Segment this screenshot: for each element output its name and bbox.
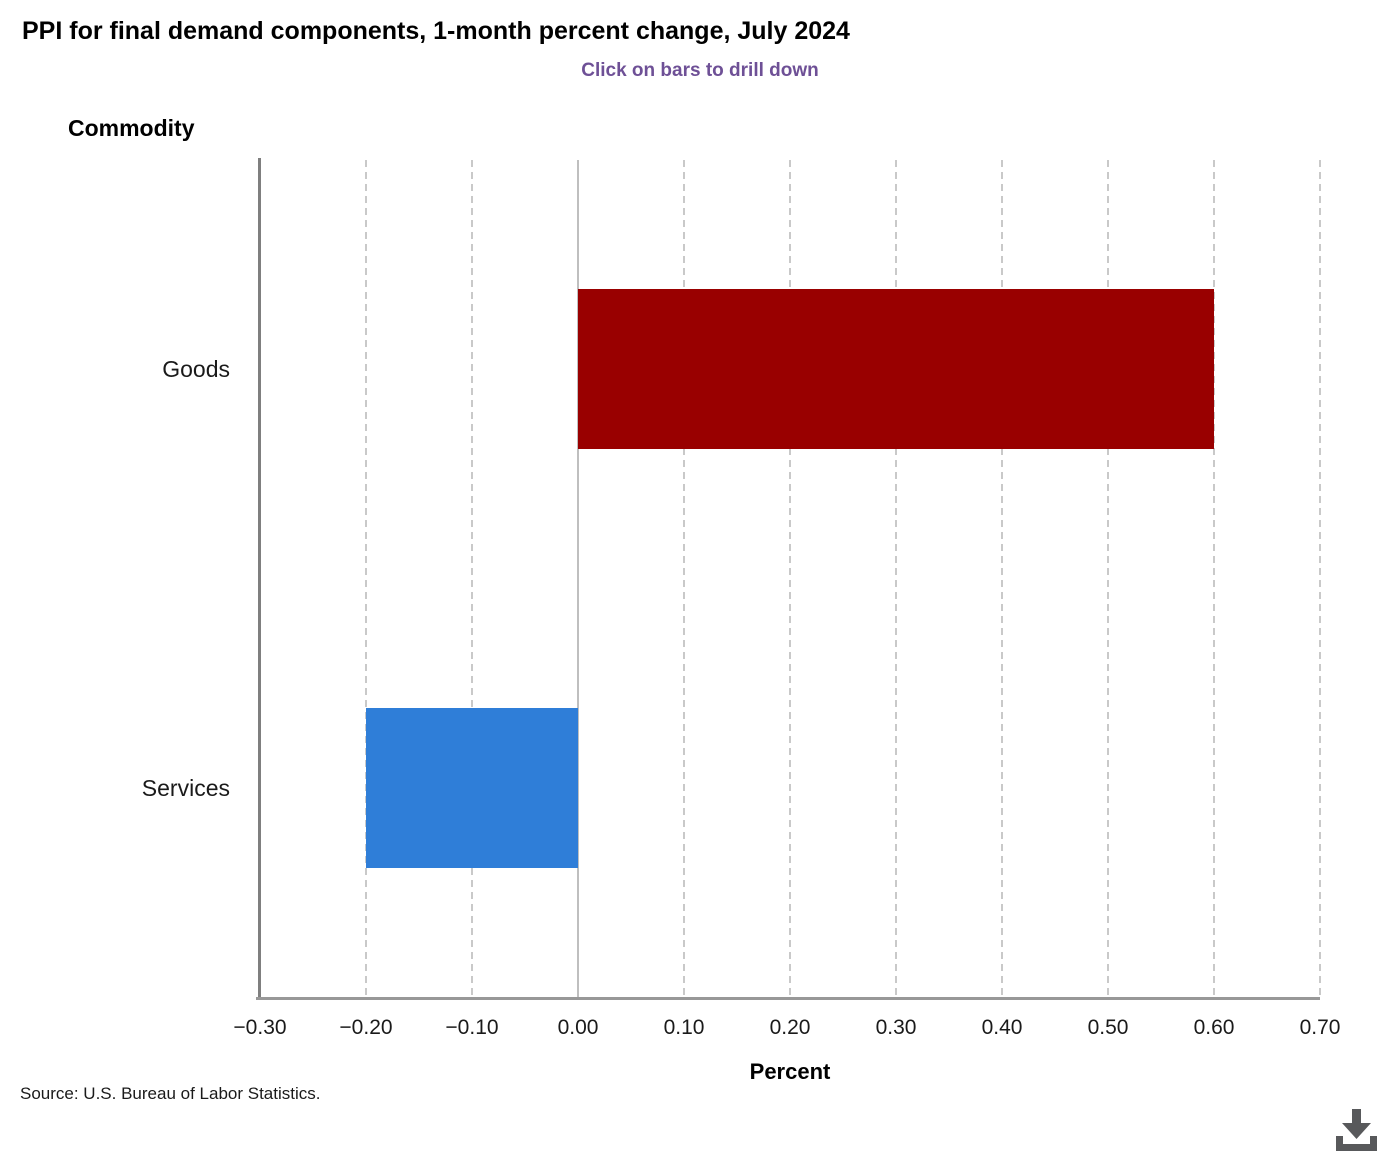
gridline [1107, 160, 1109, 997]
download-button[interactable] [1330, 1106, 1382, 1156]
gridline [471, 160, 473, 997]
gridline [789, 160, 791, 997]
x-tick-label: −0.10 [445, 1016, 499, 1039]
x-tick-label: 0.60 [1193, 1016, 1235, 1039]
gridline [1213, 160, 1215, 997]
x-axis-title: Percent [749, 1059, 831, 1084]
x-tick-label: 0.30 [875, 1016, 917, 1039]
gridline [683, 160, 685, 997]
x-tick-label: 0.20 [769, 1016, 811, 1039]
y-axis-title: Commodity [68, 115, 195, 141]
source-note: Source: U.S. Bureau of Labor Statistics. [20, 1084, 321, 1103]
y-axis-line [258, 158, 261, 997]
drilldown-hint: Click on bars to drill down [581, 60, 819, 81]
x-tick-label: 0.50 [1087, 1016, 1129, 1039]
zero-gridline [577, 160, 579, 997]
x-tick-label: 0.10 [663, 1016, 705, 1039]
bar-goods[interactable] [578, 289, 1214, 450]
x-tick-label: −0.30 [233, 1016, 287, 1039]
download-icon [1336, 1109, 1377, 1151]
gridline [1001, 160, 1003, 997]
gridline [895, 160, 897, 997]
x-tick-label: 0.00 [557, 1016, 599, 1039]
x-axis-line [256, 997, 1320, 1000]
gridline [365, 160, 367, 997]
chart-title: PPI for final demand components, 1-month… [22, 17, 850, 45]
category-label-services: Services [141, 774, 230, 801]
x-tick-label: 0.40 [981, 1016, 1023, 1039]
x-tick-label: 0.70 [1299, 1016, 1341, 1039]
bar-services[interactable] [366, 707, 578, 868]
gridline [1319, 160, 1321, 997]
x-tick-label: −0.20 [339, 1016, 393, 1039]
category-label-goods: Goods [162, 356, 230, 383]
